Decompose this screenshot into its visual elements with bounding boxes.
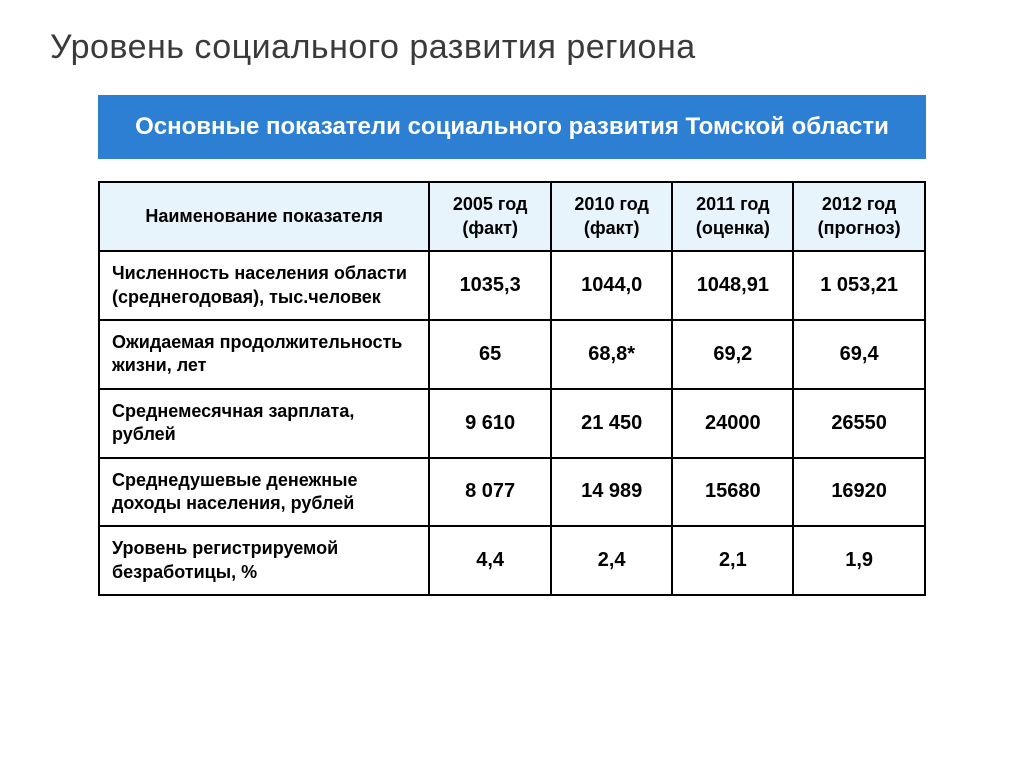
cell-value: 69,4 xyxy=(793,320,925,389)
cell-value: 24000 xyxy=(672,389,793,458)
cell-value: 68,8* xyxy=(551,320,673,389)
header-indicator: Наименование показателя xyxy=(99,182,429,251)
header-year: 2012 год xyxy=(822,194,897,214)
header-note: (оценка) xyxy=(696,218,770,238)
table-container: Наименование показателя 2005 год (факт) … xyxy=(98,181,926,596)
table-row: Среднедушевые денежные доходы населения,… xyxy=(99,458,925,527)
table-row: Уровень регистрируемой безработицы, % 4,… xyxy=(99,526,925,595)
header-year: 2005 год xyxy=(453,194,528,214)
header-note: (факт) xyxy=(462,218,518,238)
row-label: Уровень регистрируемой безработицы, % xyxy=(99,526,429,595)
cell-value: 1,9 xyxy=(793,526,925,595)
slide: Уровень социального развития региона Осн… xyxy=(0,0,1024,768)
header-col-0: 2005 год (факт) xyxy=(429,182,551,251)
header-year: 2011 год xyxy=(696,194,770,214)
cell-value: 65 xyxy=(429,320,551,389)
cell-value: 2,1 xyxy=(672,526,793,595)
header-year: 2010 год xyxy=(574,194,649,214)
row-label: Численность населения области (среднегод… xyxy=(99,251,429,320)
table-header-row: Наименование показателя 2005 год (факт) … xyxy=(99,182,925,251)
cell-value: 16920 xyxy=(793,458,925,527)
cell-value: 1035,3 xyxy=(429,251,551,320)
cell-value: 69,2 xyxy=(672,320,793,389)
row-label: Среднедушевые денежные доходы населения,… xyxy=(99,458,429,527)
cell-value: 1 053,21 xyxy=(793,251,925,320)
cell-value: 15680 xyxy=(672,458,793,527)
cell-value: 21 450 xyxy=(551,389,673,458)
cell-value: 2,4 xyxy=(551,526,673,595)
cell-value: 26550 xyxy=(793,389,925,458)
row-label: Среднемесячная зарплата, рублей xyxy=(99,389,429,458)
cell-value: 8 077 xyxy=(429,458,551,527)
header-col-3: 2012 год (прогноз) xyxy=(793,182,925,251)
cell-value: 1044,0 xyxy=(551,251,673,320)
cell-value: 14 989 xyxy=(551,458,673,527)
page-title: Уровень социального развития региона xyxy=(50,28,974,67)
table-row: Среднемесячная зарплата, рублей 9 610 21… xyxy=(99,389,925,458)
header-note: (прогноз) xyxy=(818,218,901,238)
table-row: Ожидаемая продолжительность жизни, лет 6… xyxy=(99,320,925,389)
header-col-2: 2011 год (оценка) xyxy=(672,182,793,251)
header-note: (факт) xyxy=(584,218,640,238)
indicators-table: Наименование показателя 2005 год (факт) … xyxy=(98,181,926,596)
cell-value: 9 610 xyxy=(429,389,551,458)
row-label: Ожидаемая продолжительность жизни, лет xyxy=(99,320,429,389)
cell-value: 4,4 xyxy=(429,526,551,595)
header-col-1: 2010 год (факт) xyxy=(551,182,673,251)
banner-subtitle: Основные показатели социального развития… xyxy=(98,95,926,159)
table-row: Численность населения области (среднегод… xyxy=(99,251,925,320)
cell-value: 1048,91 xyxy=(672,251,793,320)
